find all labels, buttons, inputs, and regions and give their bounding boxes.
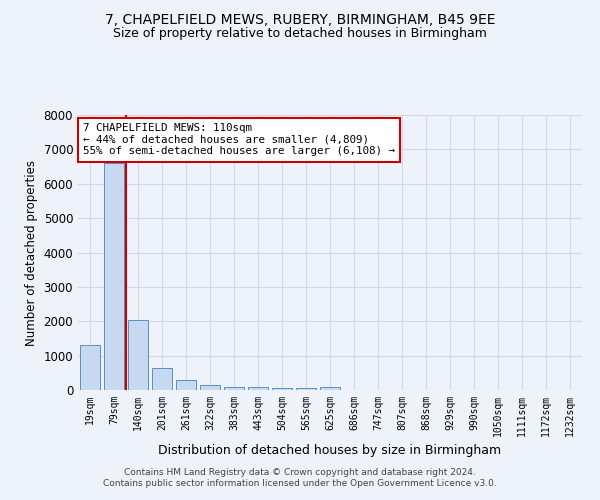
Bar: [272, 388, 292, 390]
Text: 7 CHAPELFIELD MEWS: 110sqm
← 44% of detached houses are smaller (4,809)
55% of s: 7 CHAPELFIELD MEWS: 110sqm ← 44% of deta…: [83, 123, 395, 156]
Bar: [296, 388, 316, 390]
Bar: [176, 380, 196, 390]
Bar: [128, 320, 148, 390]
Text: Contains HM Land Registry data © Crown copyright and database right 2024.
Contai: Contains HM Land Registry data © Crown c…: [103, 468, 497, 487]
Bar: [320, 386, 340, 390]
Bar: [248, 388, 268, 390]
Text: Size of property relative to detached houses in Birmingham: Size of property relative to detached ho…: [113, 28, 487, 40]
Bar: [80, 346, 100, 390]
Bar: [152, 368, 172, 390]
Bar: [104, 163, 124, 390]
Bar: [224, 386, 244, 390]
Bar: [200, 385, 220, 390]
Text: 7, CHAPELFIELD MEWS, RUBERY, BIRMINGHAM, B45 9EE: 7, CHAPELFIELD MEWS, RUBERY, BIRMINGHAM,…: [105, 12, 495, 26]
X-axis label: Distribution of detached houses by size in Birmingham: Distribution of detached houses by size …: [158, 444, 502, 458]
Y-axis label: Number of detached properties: Number of detached properties: [25, 160, 38, 346]
